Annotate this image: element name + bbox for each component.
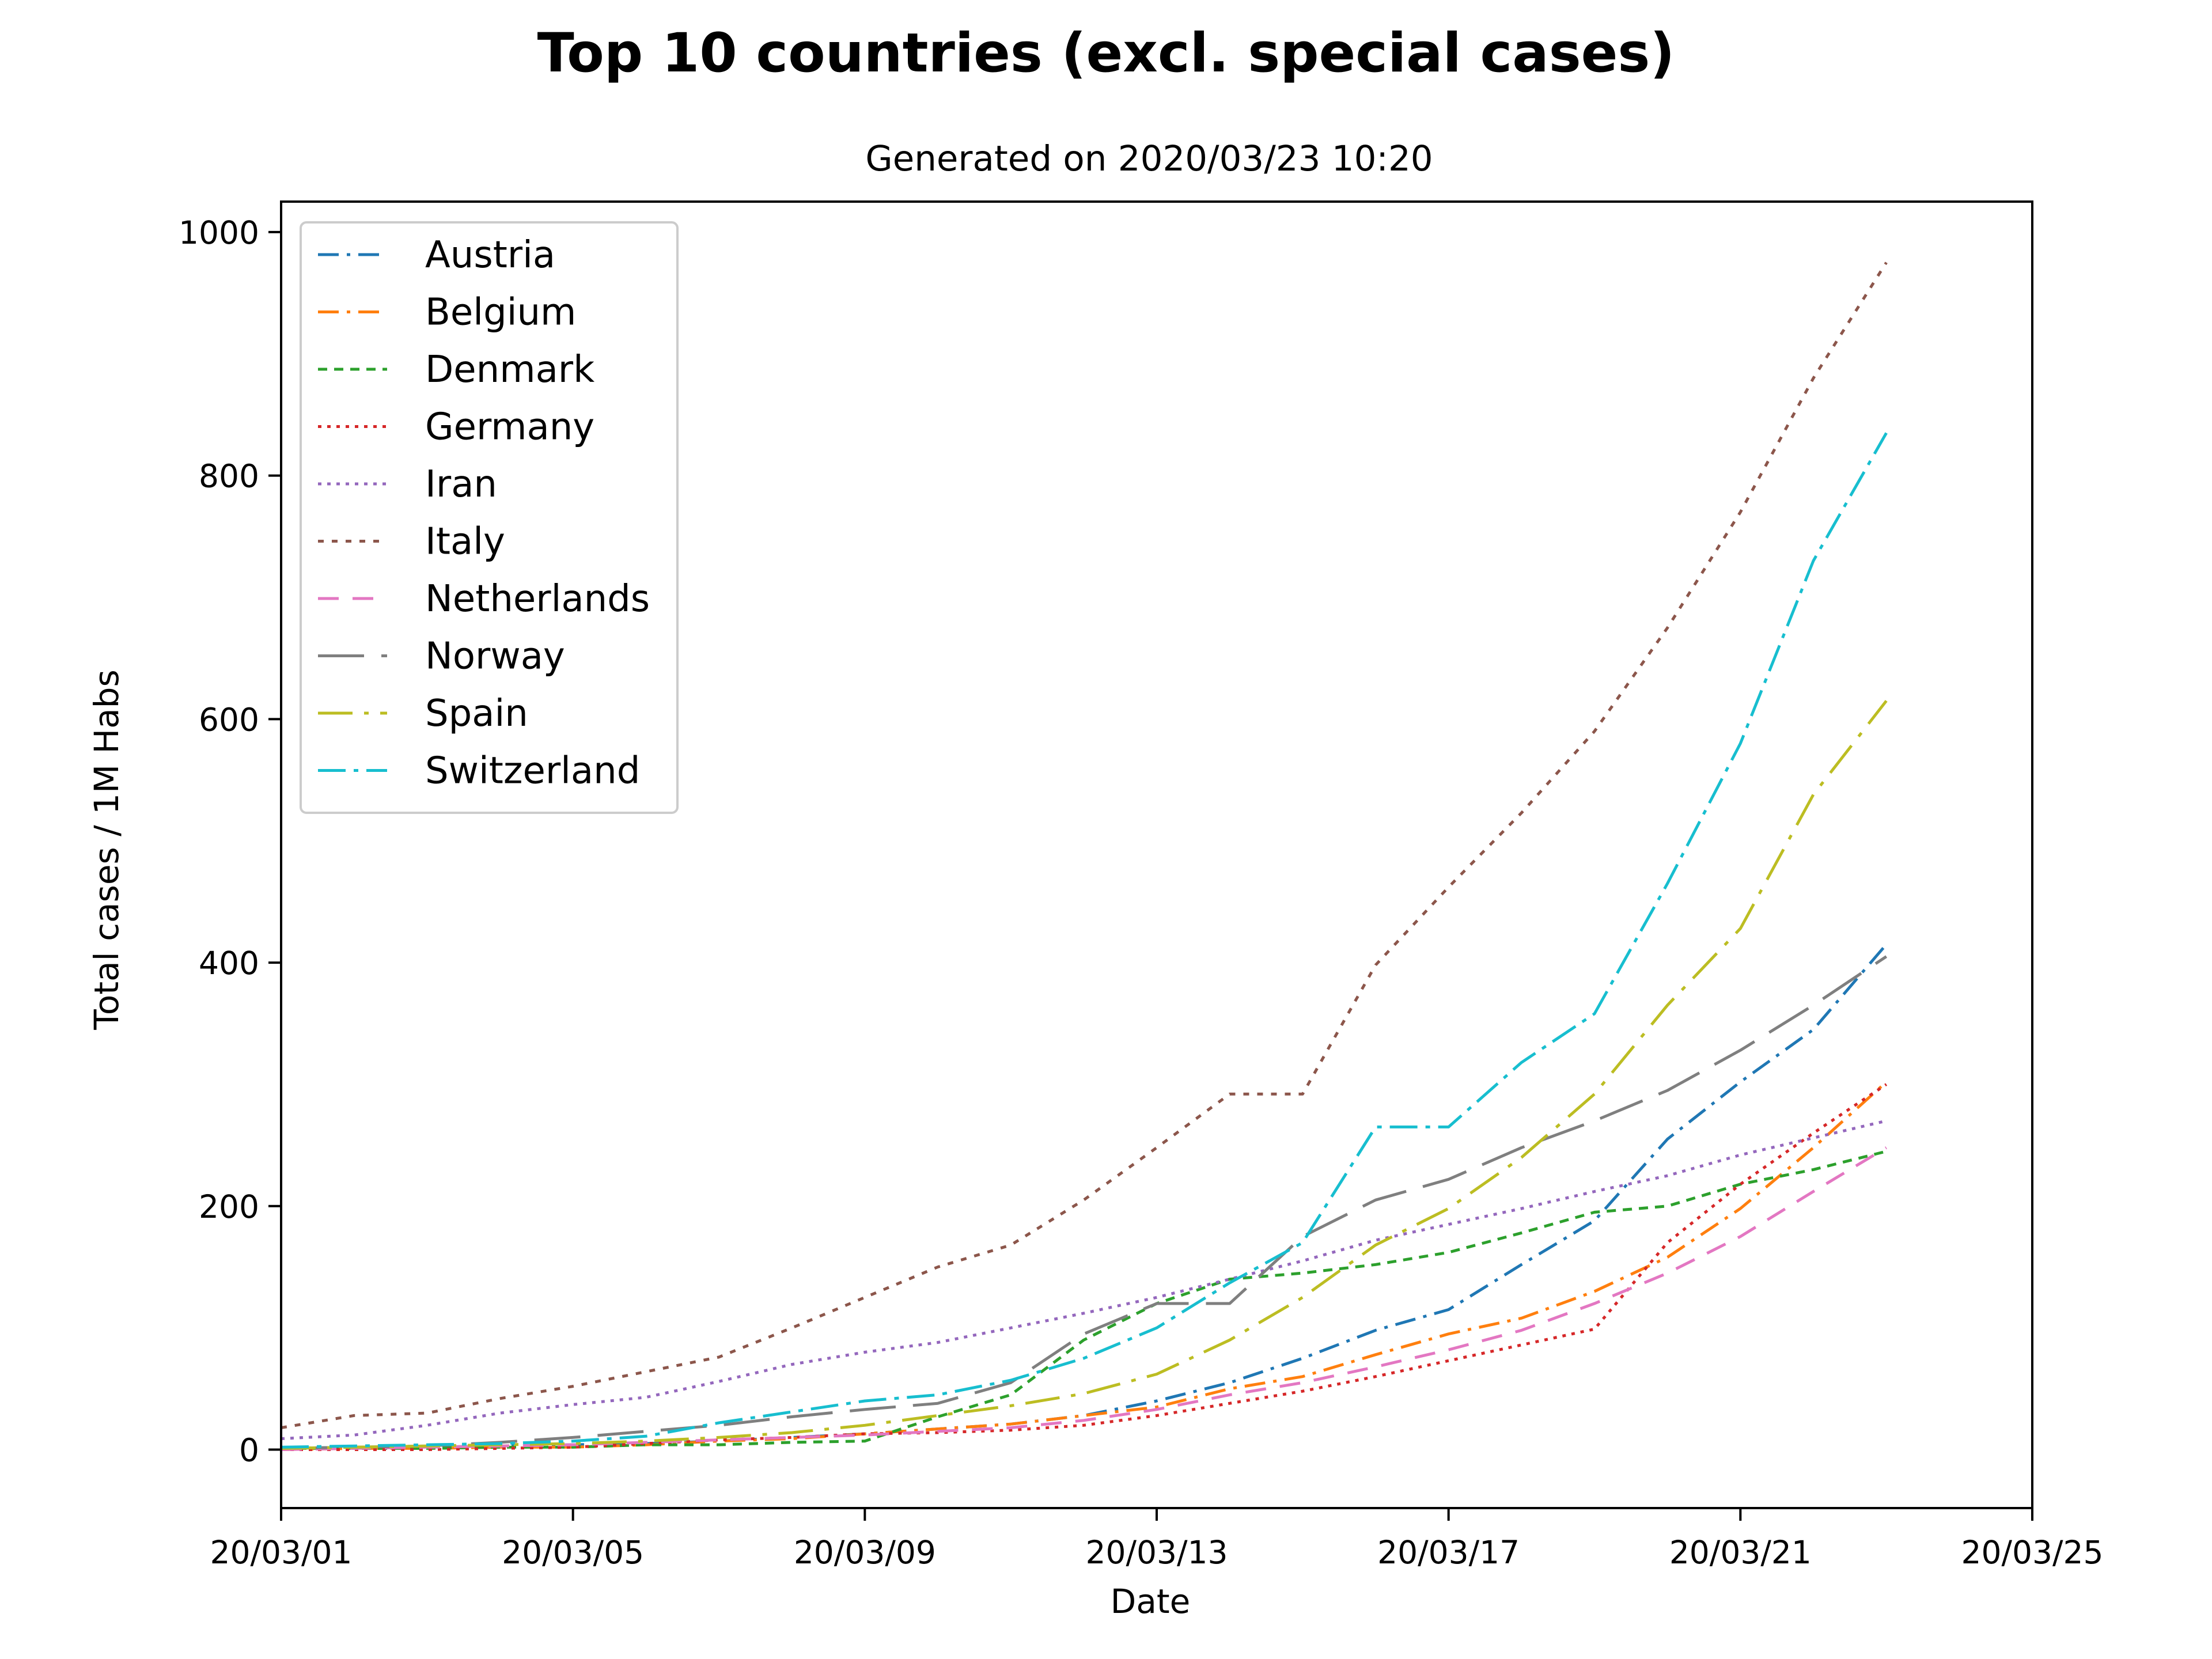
legend-label-denmark: Denmark xyxy=(425,349,594,391)
series-line-italy xyxy=(281,262,1888,1429)
chart-title: Top 10 countries (excl. special cases) xyxy=(537,22,1675,85)
legend: Austria Belgium Denmark Germany Iran Italy Net… xyxy=(300,221,679,814)
y-tick-label: 600 xyxy=(199,701,259,738)
series-line-iran xyxy=(281,1119,1887,1440)
x-axis-label: Date xyxy=(1111,1582,1191,1621)
series-line-spain xyxy=(281,700,1888,1450)
legend-label-austria: Austria xyxy=(425,234,555,276)
series-line-netherlands xyxy=(281,1146,1887,1451)
legend-label-iran: Iran xyxy=(425,463,497,506)
series-line-norway xyxy=(281,955,1888,1450)
series-line-germany xyxy=(281,1083,1888,1451)
legend-label-spain: Spain xyxy=(425,692,528,735)
x-tick-label: 20/03/25 xyxy=(1961,1534,2103,1571)
series-line-austria xyxy=(281,943,1888,1450)
legend-label-belgium: Belgium xyxy=(425,291,576,334)
x-tick-label: 20/03/09 xyxy=(794,1534,936,1571)
x-tick-label: 20/03/13 xyxy=(1085,1534,1228,1571)
series-layer xyxy=(281,262,1888,1451)
legend-box xyxy=(300,221,679,814)
x-tick-label: 20/03/05 xyxy=(502,1534,644,1571)
y-tick-label: 200 xyxy=(199,1188,259,1225)
y-tick-label: 400 xyxy=(199,945,259,982)
series-line-switzerland xyxy=(281,432,1888,1449)
y-tick-label: 1000 xyxy=(179,214,259,251)
legend-label-italy: Italy xyxy=(425,521,505,563)
series-line-denmark xyxy=(281,1150,1887,1450)
x-tick-label: 20/03/17 xyxy=(1377,1534,1520,1571)
legend-label-netherlands: Netherlands xyxy=(425,578,650,620)
chart-subtitle: Generated on 2020/03/23 10:20 xyxy=(865,138,1433,179)
legend-label-norway: Norway xyxy=(425,635,565,678)
y-axis-label: Total cases / 1M Habs xyxy=(87,669,126,1030)
y-tick-label: 0 xyxy=(239,1432,259,1469)
axes-layer: 0 200 400 600 800 1000 20/03/01 20/03/05 20/03/0… xyxy=(179,200,2104,1571)
legend-label-switzerland: Switzerland xyxy=(425,750,640,793)
x-tick-label: 20/03/21 xyxy=(1669,1534,1812,1571)
x-tick-label: 20/03/01 xyxy=(210,1534,352,1571)
legend-label-germany: Germany xyxy=(425,406,594,449)
series-line-belgium xyxy=(281,1081,1888,1451)
y-tick-label: 800 xyxy=(199,458,259,495)
